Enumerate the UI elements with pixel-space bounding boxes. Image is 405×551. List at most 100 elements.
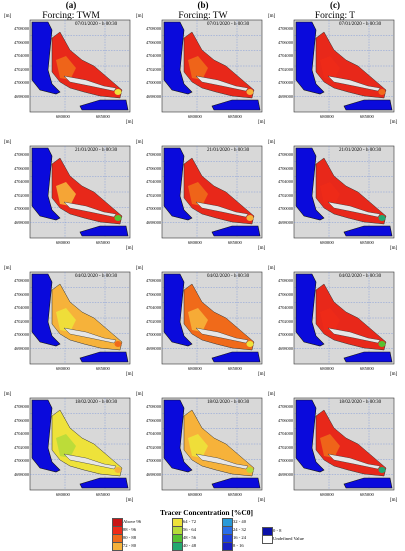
tracer-plume-spot [246,341,254,347]
y-tick-label: 4698000 [277,471,293,477]
y-tick-label: 4708000 [13,26,29,31]
y-axis-unit: [m] [136,392,144,397]
island [63,201,117,218]
island [195,327,249,344]
tracer-map [161,271,263,365]
x-axis-unit: [m] [390,120,398,125]
legend-label: 88 - 96 [123,526,137,532]
y-tick-label: 4706000 [277,165,293,171]
x-tick-label: 680000 [188,492,202,497]
x-axis-unit: [m] [390,498,398,503]
date-label: 21/01/2020 - h 00:30 [207,148,250,153]
tracer-plume-spot [114,467,122,473]
y-tick-label: 4708000 [145,152,161,157]
tracer-plume-zone [56,56,76,80]
x-tick-label: 685000 [360,492,374,497]
x-tick-label: 680000 [56,492,70,497]
tracer-plume-zone [56,182,76,206]
date-label: 04/02/2020 - h 00:30 [339,274,382,279]
y-axis-unit: [m] [4,392,12,397]
y-tick-label: 4700000 [277,332,293,337]
y-tick-label: 4700000 [145,332,161,337]
map-panel: [m] 4708000 4706000 4704000 4702000 4700000 46… [4,266,134,384]
x-axis-unit: [m] [258,120,266,125]
y-tick-label: 4708000 [145,278,161,283]
tracer-plume-spot [246,215,254,221]
map-panel: [m] 4708000 4706000 4704000 4702000 4700000 46… [4,14,134,132]
x-axis-unit: [m] [126,120,134,125]
land-west [163,273,193,347]
tracer-plume-spot [114,89,122,95]
legend-label: 0 - 8 [273,527,282,533]
date-label: 07/01/2020 - h 00:30 [75,22,118,27]
legend-label: 80 - 88 [123,534,137,540]
y-tick-label: 4708000 [145,26,161,31]
column-forcing-title: Forcing: T [314,11,356,21]
y-tick-label: 4702000 [277,318,293,324]
column-header-a: (a) Forcing: TWM [16,0,126,22]
column-forcing-title: Forcing: TWM [42,11,100,21]
island [327,453,381,470]
land-south [211,225,261,237]
y-axis-unit: [m] [136,266,144,271]
island [63,327,117,344]
y-axis-unit: [m] [4,266,12,271]
x-axis-unit: [m] [258,246,266,251]
tracer-map [29,145,131,239]
y-tick-label: 4700000 [277,458,293,463]
y-tick-label: 4704000 [277,431,293,436]
y-tick-label: 4708000 [13,152,29,157]
y-tick-label: 4698000 [145,345,161,351]
date-label: 18/02/2020 - h 00:30 [207,400,250,405]
y-tick-label: 4702000 [13,66,29,72]
legend-label: 32 - 40 [233,518,247,524]
tracer-plume-spot [378,467,386,473]
legend-swatch [172,542,183,551]
y-tick-label: 4706000 [277,39,293,45]
tracer-plume-zone [320,434,340,458]
x-axis-unit: [m] [126,498,134,503]
legend-label: 24 - 32 [233,526,247,532]
x-tick-label: 685000 [228,114,242,119]
legend-swatch [222,542,233,551]
x-tick-label: 680000 [56,366,70,371]
legend-title: Tracer Concentration [%C0] [160,508,254,517]
y-tick-label: 4700000 [13,332,29,337]
y-tick-label: 4706000 [13,417,29,423]
y-tick-label: 4702000 [13,444,29,450]
y-tick-label: 4702000 [145,66,161,72]
y-axis-unit: [m] [268,14,276,19]
tracer-map [161,19,263,113]
x-tick-label: 685000 [96,240,110,245]
column-header-b: (b) Forcing: TW [148,0,258,22]
x-tick-label: 685000 [228,240,242,245]
land-west [31,399,61,473]
legend-label: Undefined Value [273,535,304,541]
y-tick-label: 4704000 [145,53,161,58]
tracer-plume-zone [56,434,76,458]
land-west [295,21,325,95]
date-label: 18/02/2020 - h 00:30 [75,400,118,405]
y-tick-label: 4704000 [145,179,161,184]
tracer-map [161,397,263,491]
y-tick-label: 4702000 [277,444,293,450]
y-axis-unit: [m] [136,14,144,19]
y-axis-unit: [m] [136,140,144,145]
island [327,327,381,344]
y-tick-label: 4700000 [13,206,29,211]
land-south [79,351,129,363]
tracer-plume-spot [114,341,122,347]
tracer-map [161,145,263,239]
island [195,75,249,92]
map-panel: [m] 4708000 4706000 4704000 4702000 4700000 46… [136,140,266,258]
map-panel: [m] 4708000 4706000 4704000 4702000 4700000 46… [268,14,398,132]
land-south [343,351,393,363]
tracer-plume-zone [320,308,340,332]
legend-swatch [112,542,123,551]
y-tick-label: 4706000 [277,291,293,297]
map-panel: [m] 4708000 4706000 4704000 4702000 4700000 46… [268,140,398,258]
x-tick-label: 685000 [360,240,374,245]
island [63,75,117,92]
legend-label: 40 - 48 [183,542,197,548]
island [63,453,117,470]
